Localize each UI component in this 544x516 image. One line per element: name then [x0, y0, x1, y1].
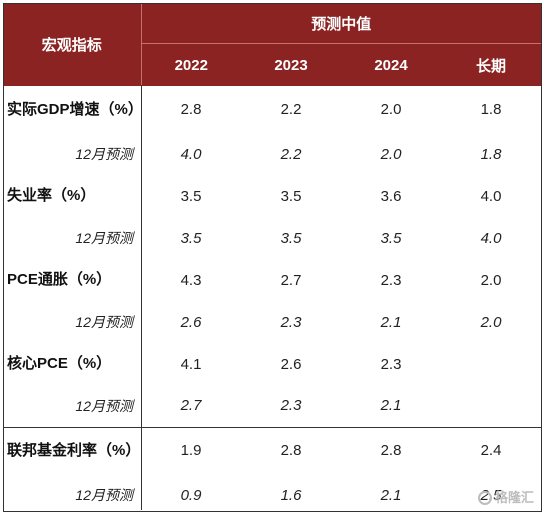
macro-forecast-table: 宏观指标 预测中值 2022 2023 2024 长期 实际GDP增速（%） 2… — [3, 3, 542, 516]
table-body: 实际GDP增速（%） 2.8 2.2 2.0 1.8 12月预测 4.0 2.2… — [3, 86, 542, 516]
row-label: 实际GDP增速（%） — [7, 100, 143, 118]
table-row: 12月预测 4.0 2.2 2.0 1.8 — [3, 133, 541, 175]
table-cell: 2.3 — [280, 313, 302, 331]
table-cell: 2.8 — [341, 426, 441, 474]
table-cell: 2.8 — [180, 101, 202, 118]
column-header-2023: 2023 — [241, 43, 341, 86]
table-cell: 2.1 — [380, 313, 402, 331]
table-cell: 0.9 — [180, 486, 202, 504]
table-header: 宏观指标 预测中值 2022 2023 2024 长期 — [3, 3, 542, 86]
table-cell: 3.5 — [380, 229, 402, 247]
table-row: 实际GDP增速（%） 2.8 2.2 2.0 1.8 — [3, 86, 541, 133]
table-cell: 2.0 — [480, 271, 502, 289]
row-label: 12月预测 — [75, 146, 133, 162]
group-header: 预测中值 — [141, 3, 542, 44]
table-cell: 2.6 — [280, 355, 302, 373]
column-divider — [141, 85, 142, 510]
table-cell: 4.0 — [480, 187, 502, 205]
table-row: 核心PCE（%） 4.1 2.6 2.3 — [3, 343, 541, 385]
watermark: 格隆汇 — [477, 487, 534, 506]
column-header-2024: 2024 — [341, 43, 441, 86]
table-cell: 2.1 — [380, 486, 402, 504]
table-cell: 2.3 — [380, 271, 402, 289]
table-cell: 2.0 — [480, 313, 502, 331]
table-cell: 4.0 — [480, 229, 502, 247]
table-cell: 3.5 — [180, 229, 202, 247]
table-row: 12月预测 0.9 1.6 2.1 2.5 — [3, 474, 541, 516]
table-cell — [441, 385, 541, 427]
table-cell: 1.9 — [141, 426, 241, 474]
row-label: 12月预测 — [75, 487, 133, 503]
row-header-title: 宏观指标 — [3, 3, 142, 86]
table-cell: 2.7 — [180, 397, 202, 415]
table-cell: 3.5 — [280, 229, 302, 247]
table-cell: 2.2 — [280, 145, 302, 163]
table-row: 联邦基金利率（%） 1.9 2.8 2.8 2.4 — [3, 426, 542, 474]
row-label: 12月预测 — [75, 397, 133, 414]
row-label: 失业率（%） — [7, 187, 96, 204]
table-cell: 2.0 — [380, 101, 402, 118]
table-cell: 2.4 — [441, 426, 542, 474]
table-cell: 2.3 — [280, 397, 302, 415]
table-cell: 4.1 — [180, 355, 202, 373]
table-cell: 1.8 — [480, 145, 502, 163]
row-label: 核心PCE（%） — [7, 355, 112, 372]
row-label: 12月预测 — [75, 230, 133, 246]
table-cell — [441, 343, 541, 385]
table-row: 12月预测 3.5 3.5 3.5 4.0 — [3, 217, 541, 259]
table-row: 失业率（%） 3.5 3.5 3.6 4.0 — [3, 175, 541, 217]
watermark-logo-icon — [477, 491, 492, 505]
table-row: 12月预测 2.6 2.3 2.1 2.0 — [3, 301, 541, 343]
table-cell: 3.6 — [380, 187, 402, 205]
table-cell: 3.5 — [280, 187, 302, 205]
row-label: PCE通胀（%） — [7, 271, 112, 288]
table-cell: 2.1 — [380, 397, 402, 415]
column-header-long-term: 长期 — [441, 43, 542, 86]
table-cell: 4.3 — [180, 271, 202, 289]
table-cell: 2.0 — [380, 145, 402, 163]
table-cell: 3.5 — [180, 187, 202, 205]
table-cell: 2.8 — [241, 426, 341, 474]
row-label: 12月预测 — [75, 314, 133, 330]
table-cell: 2.6 — [180, 313, 202, 331]
watermark-text: 格隆汇 — [494, 490, 534, 505]
row-label: 联邦基金利率（%） — [3, 426, 141, 474]
table-cell: 2.2 — [280, 101, 302, 118]
table-row: 12月预测 2.7 2.3 2.1 — [3, 385, 541, 427]
table-cell: 1.6 — [280, 486, 302, 504]
table-cell: 2.7 — [280, 271, 302, 289]
column-header-2022: 2022 — [141, 43, 241, 86]
table-row: PCE通胀（%） 4.3 2.7 2.3 2.0 — [3, 259, 541, 301]
table-cell: 2.3 — [380, 355, 402, 373]
table-cell: 4.0 — [180, 145, 202, 163]
table-cell: 1.8 — [480, 101, 502, 118]
